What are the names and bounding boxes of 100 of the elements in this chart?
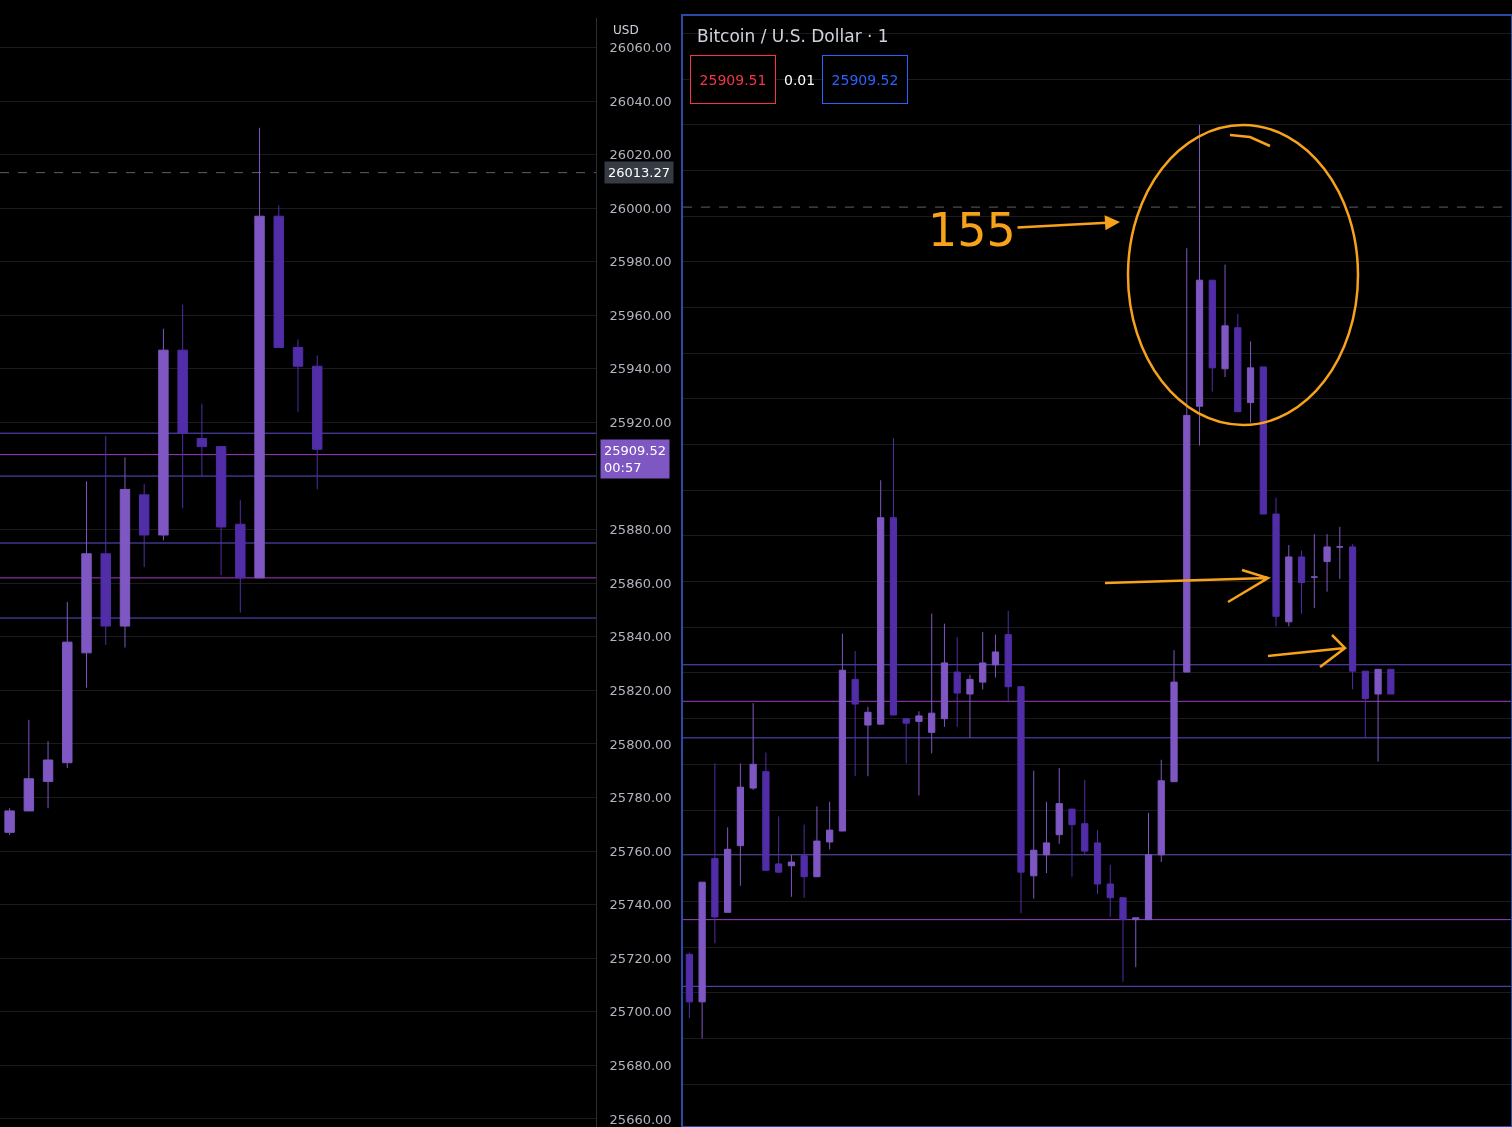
text: 0.01 bbox=[784, 72, 816, 88]
y-tick-label: 25700.00 bbox=[609, 1004, 672, 1020]
candlestick bbox=[991, 634, 1000, 679]
candlestick bbox=[254, 127, 265, 579]
y-tick-label: 25880.00 bbox=[609, 522, 672, 538]
candlestick bbox=[813, 805, 821, 878]
candlestick bbox=[1004, 610, 1012, 702]
candlestick bbox=[1221, 264, 1229, 378]
y-tick-label: 25940.00 bbox=[609, 361, 672, 377]
chart-title: Bitcoin / U.S. Dollar · 1 bbox=[697, 26, 889, 46]
candlestick bbox=[940, 623, 949, 728]
candlestick bbox=[273, 205, 284, 348]
y-tick-label: 25680.00 bbox=[609, 1057, 672, 1073]
y-tick-label: 25980.00 bbox=[609, 254, 672, 270]
candlestick bbox=[1093, 829, 1102, 895]
candlestick bbox=[1272, 497, 1280, 627]
y-axis-title: USD bbox=[613, 23, 639, 37]
text: 25909.51 bbox=[699, 71, 767, 88]
candlestick bbox=[902, 718, 910, 764]
candlestick bbox=[62, 601, 73, 769]
candlestick bbox=[119, 456, 131, 648]
candlestick bbox=[724, 826, 732, 913]
candlestick bbox=[1055, 767, 1063, 845]
candlestick bbox=[698, 881, 706, 1039]
y-tick-label: 26060.00 bbox=[609, 40, 672, 56]
candlestick bbox=[1323, 533, 1331, 593]
candlestick bbox=[1030, 770, 1038, 900]
candlestick bbox=[1387, 668, 1395, 695]
text: 25909.52 bbox=[831, 71, 899, 88]
candlestick bbox=[800, 824, 808, 899]
candlestick bbox=[138, 483, 150, 568]
candlestick bbox=[1361, 670, 1369, 739]
candlestick bbox=[23, 719, 35, 812]
candlestick bbox=[826, 801, 834, 850]
candlestick bbox=[1336, 526, 1344, 580]
y-tick-label: 25860.00 bbox=[609, 575, 672, 591]
candlestick bbox=[1348, 543, 1357, 690]
candlestick bbox=[838, 633, 847, 832]
candlestick bbox=[864, 706, 872, 777]
candlestick bbox=[1017, 686, 1025, 914]
candlestick bbox=[889, 437, 898, 716]
candlestick bbox=[312, 355, 323, 490]
candlestick bbox=[1144, 812, 1153, 921]
candlestick bbox=[1297, 550, 1306, 615]
y-tick-label: 25720.00 bbox=[609, 950, 672, 966]
candlestick bbox=[979, 631, 987, 690]
annotation: 155 bbox=[928, 203, 1016, 257]
candlestick bbox=[1157, 759, 1165, 863]
candlestick bbox=[1259, 366, 1267, 515]
candlestick bbox=[1183, 247, 1191, 673]
candlestick bbox=[4, 807, 15, 836]
candlestick bbox=[1132, 917, 1140, 968]
y-tick-label: 25820.00 bbox=[609, 682, 672, 698]
candlestick bbox=[1208, 279, 1216, 393]
y-tick-label: 25660.00 bbox=[609, 1111, 672, 1127]
candlestick bbox=[953, 636, 961, 728]
y-tick-label: 26020.00 bbox=[609, 147, 672, 163]
candlestick bbox=[292, 338, 304, 413]
y-tick-label: 25840.00 bbox=[609, 629, 672, 645]
candlestick bbox=[1246, 340, 1255, 424]
candlestick bbox=[1068, 808, 1076, 878]
y-tick-label: 25960.00 bbox=[609, 307, 672, 323]
candlestick bbox=[196, 403, 208, 477]
candlestick bbox=[851, 650, 859, 777]
candlestick bbox=[966, 674, 974, 739]
candlestick bbox=[1195, 124, 1204, 447]
candlestick bbox=[787, 854, 796, 898]
candlestick bbox=[877, 479, 885, 725]
y-tick-label: 25780.00 bbox=[609, 790, 672, 806]
ref-line-label: 26013.27 bbox=[608, 165, 671, 180]
candlestick bbox=[1119, 897, 1127, 983]
y-tick-label: 25800.00 bbox=[609, 736, 672, 752]
y-tick-label: 26000.00 bbox=[609, 200, 672, 216]
candlestick bbox=[81, 480, 92, 689]
candlestick bbox=[215, 446, 227, 576]
candlestick bbox=[158, 328, 169, 541]
candlestick bbox=[1170, 649, 1178, 783]
candlestick bbox=[235, 499, 246, 614]
candlestick bbox=[100, 435, 111, 646]
candlestick bbox=[1081, 779, 1089, 856]
candlestick bbox=[915, 710, 923, 796]
candlestick bbox=[775, 815, 783, 874]
candlestick bbox=[42, 740, 54, 809]
candlestick bbox=[762, 751, 770, 871]
y-tick-label: 25760.00 bbox=[609, 843, 672, 859]
candlestick bbox=[1042, 801, 1051, 874]
candlestick bbox=[749, 702, 757, 791]
candlestick bbox=[1374, 668, 1382, 763]
candlestick bbox=[1285, 544, 1293, 627]
y-tick-label: 26040.00 bbox=[609, 93, 672, 109]
candlestick bbox=[711, 762, 719, 944]
candlestick bbox=[1106, 864, 1114, 918]
candlestick bbox=[1310, 533, 1318, 609]
candlestick bbox=[177, 304, 188, 509]
candlestick bbox=[685, 952, 693, 1019]
candlestick bbox=[1234, 313, 1242, 413]
candlestick bbox=[736, 762, 745, 887]
text: 25909.52 00:57 bbox=[604, 443, 667, 475]
candlestick bbox=[928, 613, 936, 754]
y-tick-label: 25920.00 bbox=[609, 415, 672, 431]
